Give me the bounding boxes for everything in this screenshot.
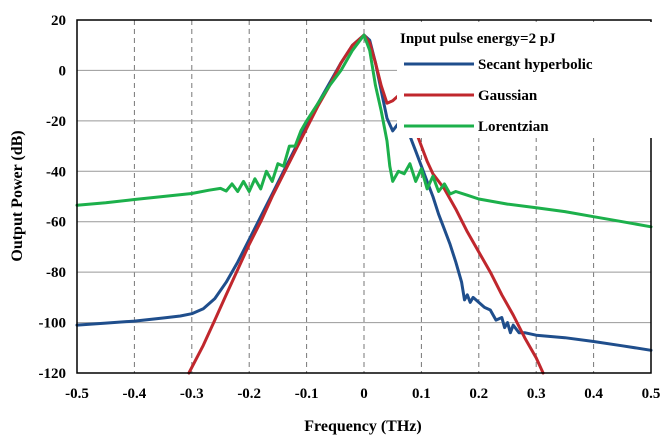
x-tick-label: 0.2 — [469, 386, 488, 402]
x-axis-title: Frequency (THz) — [304, 418, 421, 435]
annotation-text: Input pulse energy=2 pJ — [400, 31, 556, 47]
legend-label-gaussian: Gaussian — [478, 88, 538, 104]
x-tick-label: -0.3 — [180, 386, 204, 402]
x-tick-label: -0.5 — [65, 386, 89, 402]
y-tick-label: -120 — [39, 366, 67, 382]
plot-frame — [76, 19, 652, 374]
y-tick-label: -80 — [46, 265, 66, 281]
series-line-lorentzian — [75, 33, 653, 229]
legend-label-lorentzian: Lorentzian — [478, 119, 549, 135]
legend-label-secant: Secant hyperbolic — [478, 57, 593, 73]
series-lines — [75, 33, 653, 375]
y-tick-label: -40 — [46, 164, 66, 180]
y-tick-label: -20 — [46, 114, 66, 130]
y-tick-label: -60 — [46, 215, 66, 231]
x-tick-label: 0.4 — [584, 386, 603, 402]
x-tick-labels: -0.5 -0.4 -0.3 -0.2 -0.1 0 0.1 0.2 0.3 0.4 0.5 — [65, 386, 660, 402]
x-tick-label: -0.1 — [295, 386, 319, 402]
x-tick-label: 0 — [360, 386, 368, 402]
x-tick-label: -0.2 — [237, 386, 261, 402]
y-tick-label: 0 — [59, 63, 67, 79]
x-tick-label: 0.3 — [527, 386, 546, 402]
legend-box — [397, 22, 653, 138]
x-tick-label: 0.1 — [412, 386, 431, 402]
x-tick-label: -0.4 — [123, 386, 147, 402]
series-line-secant — [75, 33, 653, 352]
y-tick-label: 20 — [51, 13, 66, 29]
y-tick-labels: -120 -100 -80 -60 -40 -20 0 20 — [39, 13, 67, 382]
x-tick-label: 0.5 — [642, 386, 661, 402]
series-line-gaussian — [187, 33, 545, 375]
y-tick-label: -100 — [39, 316, 67, 332]
y-axis-title: Output Power (dB) — [9, 130, 26, 261]
